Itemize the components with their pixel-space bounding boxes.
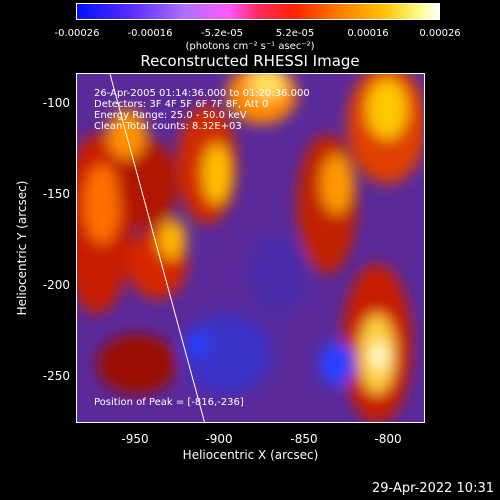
x-tick-label: -950 — [121, 432, 149, 446]
colorbar-tick: -0.00016 — [127, 28, 173, 39]
colorbar-tick: -5.2e-05 — [201, 28, 243, 39]
colorbar-tick: 0.00016 — [347, 28, 389, 39]
y-tick-label: -200 — [42, 278, 70, 292]
colorbar-tick: 5.2e-05 — [275, 28, 315, 39]
image-title: Reconstructed RHESSI Image — [140, 52, 360, 70]
colorbar — [76, 3, 440, 20]
method-counts-text: Clean Total counts: 8.32E+03 — [94, 121, 242, 132]
y-tick-label: -100 — [42, 96, 70, 110]
x-axis-label: Heliocentric X (arcsec) — [182, 448, 319, 462]
x-tick-label: -850 — [290, 432, 318, 446]
energy-range-text: Energy Range: 25.0 - 50.0 keV — [94, 110, 247, 121]
y-tick-label: -250 — [42, 369, 70, 383]
rhessi-map — [77, 74, 424, 422]
time-range-text: 26-Apr-2005 01:14:36.000 to 01:20:36.000 — [94, 88, 310, 99]
detectors-text: Detectors: 3F 4F 5F 6F 7F 8F, Att 0 — [94, 99, 269, 110]
colorbar-tick: 0.00026 — [419, 28, 461, 39]
y-tick-label: -150 — [42, 187, 70, 201]
timestamp: 29-Apr-2022 10:31 — [372, 481, 494, 496]
colorbar-tick: -0.00026 — [54, 28, 100, 39]
y-axis-label: Heliocentric Y (arcsec) — [15, 180, 29, 316]
x-tick-label: -900 — [205, 432, 233, 446]
colorbar-units: (photons cm⁻² s⁻¹ asec⁻²) — [185, 41, 315, 52]
rhessi-image: 26-Apr-2005 01:14:36.000 to 01:20:36.000… — [76, 73, 425, 423]
x-tick-label: -800 — [374, 432, 402, 446]
peak-position-text: Position of Peak = [-816,-236] — [94, 397, 244, 408]
